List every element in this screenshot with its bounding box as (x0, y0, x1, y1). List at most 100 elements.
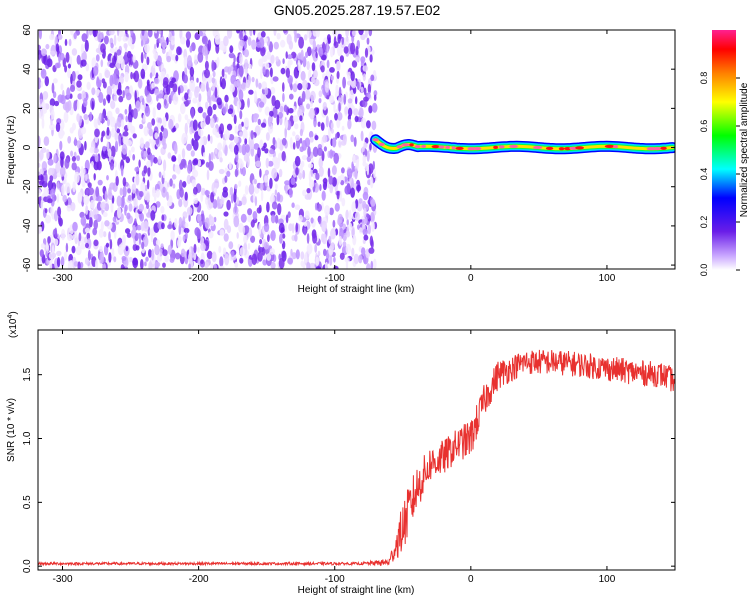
noise-blob (109, 162, 115, 171)
noise-blob (365, 163, 369, 172)
noise-blob (335, 84, 339, 94)
noise-blob (88, 30, 93, 36)
noise-blob (337, 33, 341, 44)
noise-blob (264, 87, 269, 96)
noise-blob (200, 136, 204, 148)
noise-blob (64, 157, 70, 169)
noise-blob (70, 202, 76, 212)
x-tick-label: 0 (468, 273, 474, 284)
noise-blob (335, 133, 338, 140)
noise-blob (138, 78, 143, 89)
noise-blob (41, 161, 48, 172)
noise-blob (200, 121, 205, 129)
noise-blob (347, 119, 352, 130)
noise-blob (47, 180, 53, 190)
noise-blob (40, 48, 47, 57)
noise-blob (191, 138, 195, 147)
noise-blob (224, 253, 230, 266)
colorbar-tick-label: 0.6 (699, 120, 709, 133)
noise-blob (300, 70, 306, 81)
noise-blob (146, 192, 150, 203)
snr-y-axis: 0.0 0.5 1.0 1.5 (22, 367, 675, 573)
noise-blob (318, 46, 324, 57)
noise-blob (364, 30, 368, 38)
noise-blob (360, 117, 367, 129)
noise-blob (251, 253, 258, 266)
noise-blob (100, 59, 104, 68)
noise-blob (327, 167, 331, 178)
noise-blob (125, 30, 128, 35)
noise-blob (200, 242, 206, 252)
noise-blob (104, 69, 111, 79)
noise-blob (83, 194, 90, 206)
noise-blob (76, 100, 80, 110)
noise-blob (62, 194, 67, 203)
noise-blob (244, 58, 249, 70)
noise-blob (212, 83, 215, 92)
noise-blob (136, 224, 142, 231)
noise-blob (90, 199, 95, 209)
noise-blob (318, 98, 322, 104)
noise-blob (223, 73, 228, 80)
signal-peak (575, 146, 584, 150)
noise-blob (64, 251, 67, 261)
noise-blob (38, 175, 44, 181)
noise-blob (50, 188, 56, 198)
noise-blob (272, 106, 278, 119)
noise-blob (162, 142, 167, 150)
noise-blob (112, 216, 117, 223)
noise-blob (239, 247, 245, 257)
noise-blob (286, 33, 292, 45)
noise-blob (183, 74, 188, 84)
noise-blob (226, 123, 233, 131)
noise-blob (152, 186, 155, 197)
noise-blob (228, 52, 235, 59)
noise-blob (298, 172, 303, 179)
noise-blob (306, 103, 311, 110)
noise-blob (243, 117, 250, 128)
noise-blob (74, 171, 80, 184)
noise-blob (230, 193, 234, 204)
noise-blob (259, 182, 264, 191)
noise-blob (274, 214, 279, 224)
noise-blob (337, 111, 343, 121)
noise-blob (270, 261, 276, 269)
noise-blob (345, 230, 351, 238)
noise-blob (71, 162, 77, 171)
noise-blob (341, 37, 344, 45)
noise-blob (138, 159, 141, 168)
noise-blob (166, 55, 172, 63)
noise-blob (119, 187, 123, 196)
noise-blob (178, 217, 183, 227)
noise-blob (272, 156, 278, 163)
noise-blob (177, 86, 181, 96)
noise-blob (362, 99, 368, 108)
noise-blob (164, 254, 169, 263)
noise-blob (328, 127, 331, 139)
noise-blob (275, 183, 278, 190)
noise-blob (49, 123, 55, 131)
noise-blob (355, 45, 359, 56)
noise-blob (153, 157, 158, 164)
noise-blob (128, 203, 133, 212)
noise-blob (239, 30, 244, 41)
noise-blob (289, 137, 293, 149)
noise-blob (127, 36, 133, 47)
noise-blob (224, 129, 230, 141)
noise-blob (363, 87, 367, 96)
noise-blob (323, 248, 327, 257)
noise-blob (307, 146, 311, 158)
noise-blob (97, 30, 102, 43)
noise-blob (99, 252, 103, 264)
noise-blob (154, 132, 159, 140)
noise-blob (314, 244, 318, 253)
noise-blob (221, 68, 225, 78)
noise-blob (114, 140, 119, 153)
noise-blob (320, 65, 325, 73)
noise-blob (223, 233, 229, 242)
noise-blob (110, 42, 114, 49)
noise-blob (192, 97, 198, 104)
noise-blob (90, 161, 94, 167)
noise-blob (324, 81, 330, 93)
noise-blob (184, 191, 188, 201)
